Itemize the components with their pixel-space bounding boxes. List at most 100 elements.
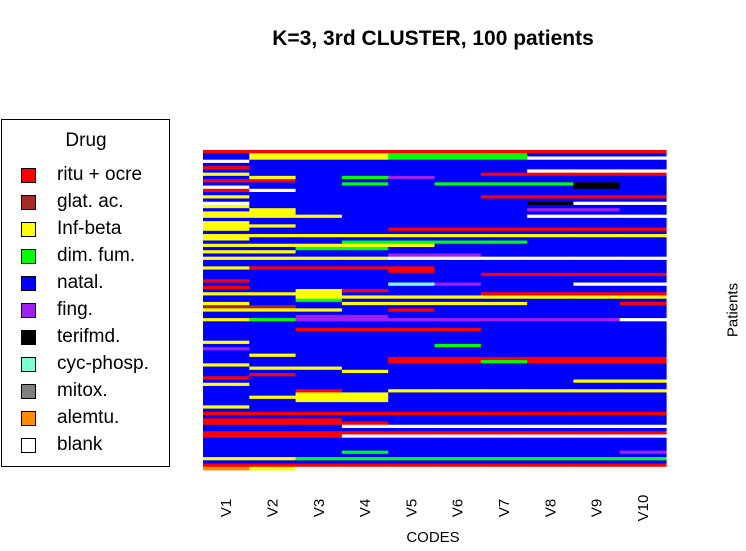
heatmap-cell — [388, 314, 436, 319]
heatmap-cell — [341, 318, 389, 322]
heatmap-cell — [388, 379, 436, 384]
heatmap-cell — [434, 437, 482, 442]
x-tick-label: V8 — [542, 499, 559, 517]
heatmap-cell — [619, 347, 667, 351]
heatmap-cell — [295, 460, 343, 464]
heatmap-cell — [388, 243, 436, 248]
x-tick-label: V1 — [218, 499, 235, 517]
heatmap-cell — [434, 424, 482, 429]
heatmap-cell — [573, 431, 621, 435]
heatmap-cell — [341, 276, 389, 280]
heatmap-cell — [573, 363, 621, 367]
heatmap-cell — [573, 418, 621, 422]
heatmap-cell — [434, 208, 482, 212]
heatmap-cell — [388, 327, 436, 332]
heatmap-cell — [573, 327, 621, 332]
heatmap-cell — [527, 266, 574, 270]
heatmap-cell — [388, 169, 436, 174]
heatmap-cell — [203, 382, 250, 387]
heatmap-cell — [249, 269, 297, 274]
heatmap-cell — [480, 175, 528, 180]
heatmap-cell — [249, 392, 297, 397]
heatmap-cell — [203, 263, 250, 267]
heatmap-cell — [527, 221, 574, 225]
heatmap-cell — [619, 192, 667, 196]
heatmap-cell — [434, 285, 482, 290]
heatmap-cell — [249, 208, 297, 212]
heatmap-cell — [573, 185, 621, 190]
heatmap-cell — [203, 398, 250, 403]
heatmap-cell — [341, 376, 389, 380]
heatmap-cell — [388, 211, 436, 216]
heatmap-cell — [434, 214, 482, 219]
heatmap-cell — [295, 389, 343, 393]
heatmap-cell — [341, 269, 389, 274]
heatmap-cell — [203, 208, 250, 212]
heatmap-cell — [619, 208, 667, 212]
heatmap-cell — [573, 234, 621, 238]
legend-label: mitox. — [57, 380, 108, 401]
heatmap-cell — [388, 272, 436, 277]
heatmap-cell — [619, 295, 667, 300]
legend-item-cyc-phosp: cyc-phosp. — [2, 351, 170, 378]
heatmap-cell — [249, 292, 297, 296]
heatmap-cell — [295, 169, 343, 174]
heatmap-cell — [295, 285, 343, 290]
heatmap-cell — [527, 301, 574, 306]
heatmap-cell — [573, 437, 621, 442]
legend-swatch — [21, 438, 36, 453]
heatmap-cell — [203, 321, 250, 325]
heatmap-cell — [434, 237, 482, 241]
heatmap-cell — [341, 450, 389, 455]
heatmap-cell — [341, 282, 389, 287]
heatmap-cell — [203, 347, 250, 351]
heatmap-cell — [434, 272, 482, 277]
heatmap-cell — [527, 201, 574, 206]
heatmap-cell — [203, 434, 250, 439]
heatmap-cell — [619, 427, 667, 432]
heatmap-cell — [295, 395, 343, 400]
heatmap-cell — [203, 192, 250, 196]
heatmap-cell — [249, 243, 297, 248]
heatmap-cell — [341, 431, 389, 435]
heatmap-cell — [619, 195, 667, 199]
heatmap-cell — [341, 195, 389, 199]
heatmap-cell — [573, 366, 621, 371]
heatmap-cell — [527, 169, 574, 174]
heatmap-cell — [434, 246, 482, 251]
heatmap-cell — [249, 246, 297, 251]
heatmap-cell — [480, 398, 528, 403]
heatmap-cell — [341, 217, 389, 222]
heatmap-cell — [388, 305, 436, 309]
heatmap-cell — [203, 246, 250, 251]
heatmap-cell — [295, 360, 343, 364]
heatmap-cell — [341, 440, 389, 445]
heatmap-cell — [203, 179, 250, 183]
heatmap-cell — [573, 162, 621, 167]
heatmap-cell — [388, 282, 436, 287]
heatmap-cell — [388, 237, 436, 241]
heatmap-cell — [249, 353, 297, 358]
heatmap-cell — [573, 172, 621, 177]
heatmap-cell — [480, 250, 528, 254]
heatmap-cell — [527, 295, 574, 300]
heatmap-cell — [480, 366, 528, 371]
heatmap-cell — [249, 169, 297, 174]
heatmap-cell — [573, 224, 621, 228]
heatmap-cell — [619, 253, 667, 258]
heatmap-cell — [341, 424, 389, 429]
heatmap-cell — [388, 402, 436, 406]
heatmap-cell — [573, 298, 621, 303]
heatmap-cell — [573, 379, 621, 384]
heatmap-cell — [249, 153, 297, 157]
heatmap-cell — [341, 298, 389, 303]
heatmap-cell — [203, 308, 250, 313]
heatmap-cell — [527, 224, 574, 228]
heatmap-cell — [388, 162, 436, 167]
heatmap-cell — [434, 308, 482, 313]
heatmap-cell — [480, 204, 528, 209]
heatmap-cell — [203, 327, 250, 332]
heatmap-cell — [573, 440, 621, 445]
heatmap-cell — [480, 434, 528, 439]
heatmap-cell — [434, 379, 482, 384]
